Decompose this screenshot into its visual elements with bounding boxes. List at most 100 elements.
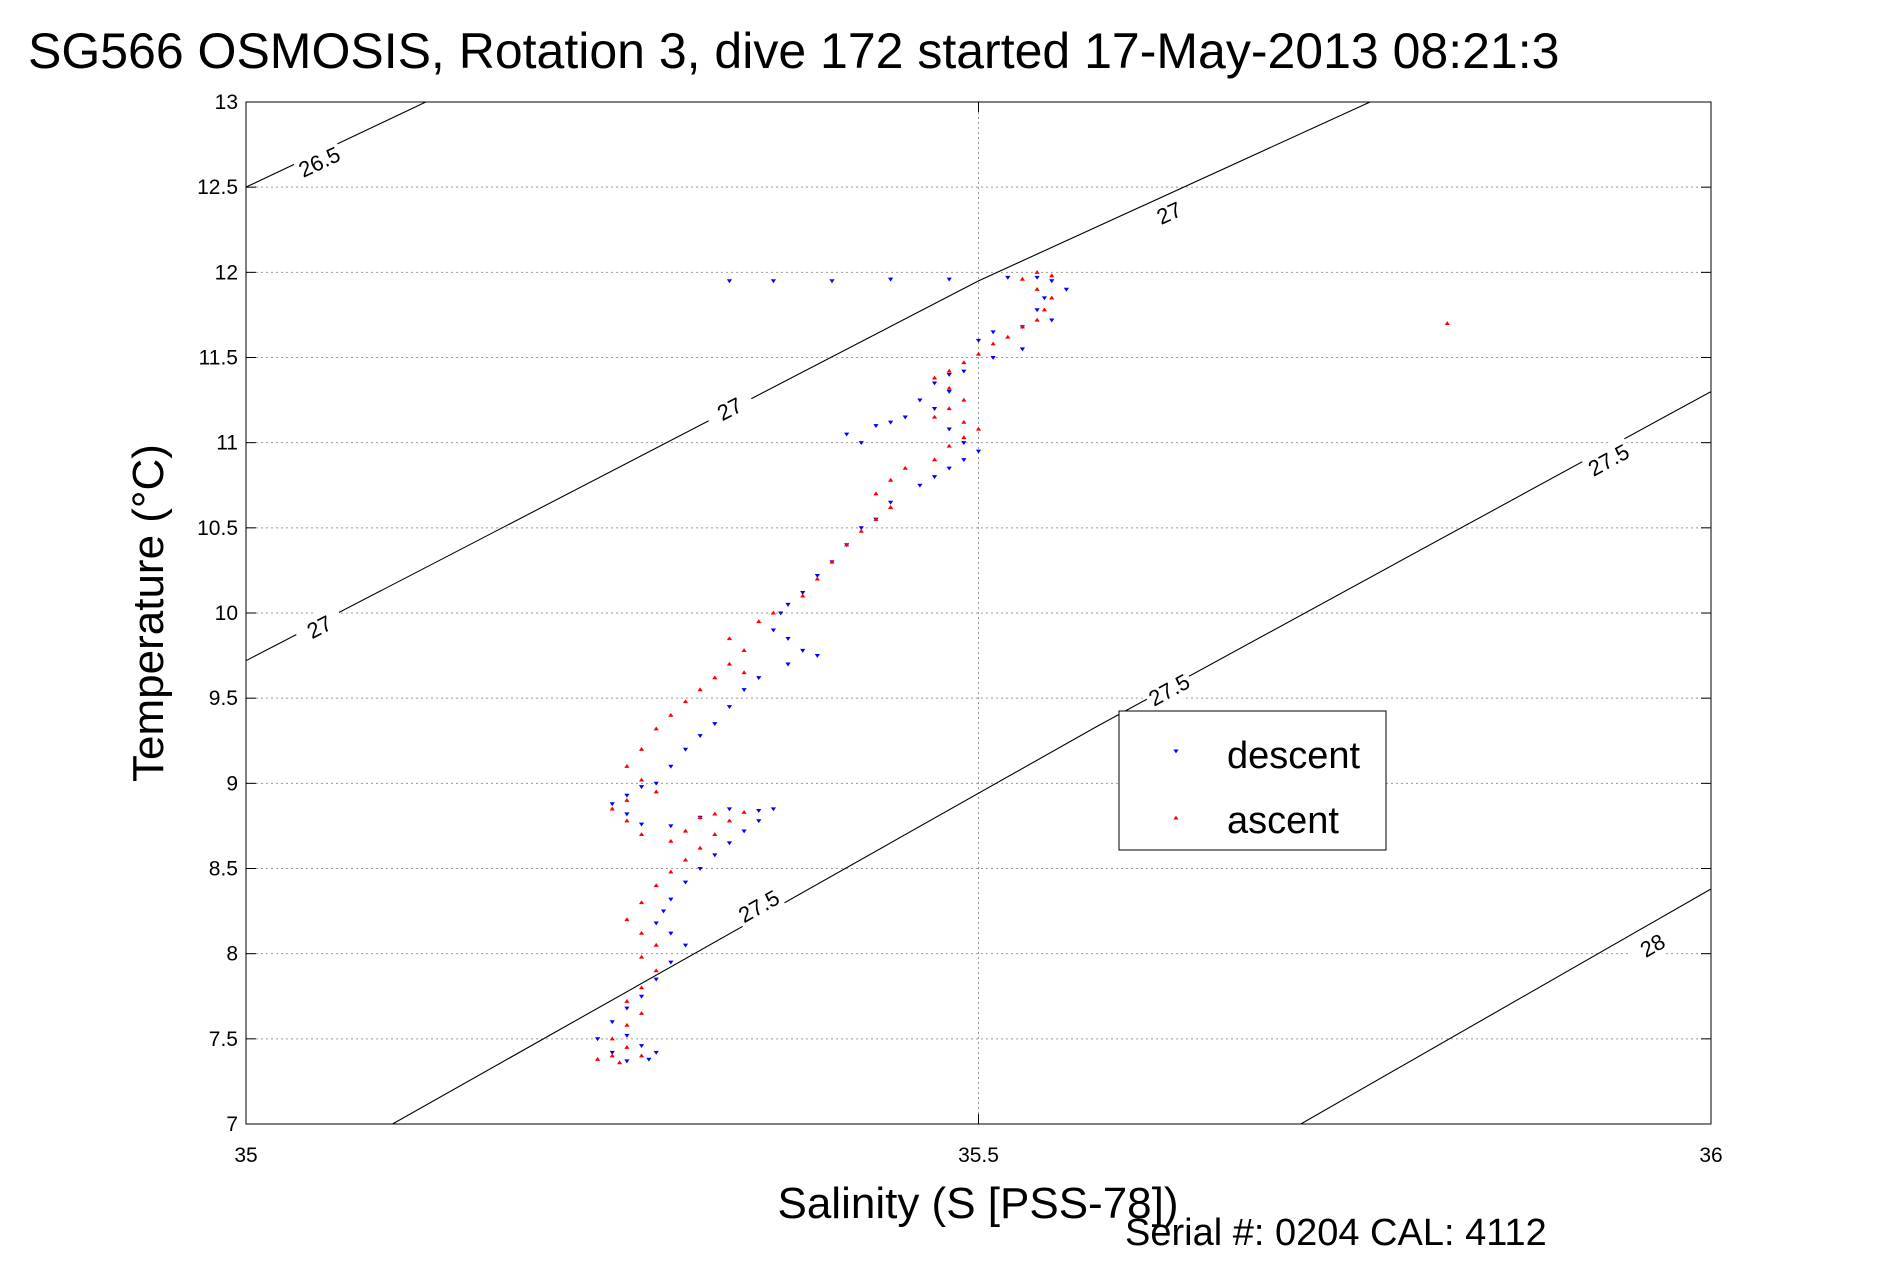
ascent-point xyxy=(616,1060,623,1065)
ascent-point xyxy=(712,811,718,816)
ascent-point xyxy=(1005,334,1011,339)
descent-point xyxy=(961,441,967,446)
contour-label-bg-3-0 xyxy=(1624,921,1681,970)
ascent-point xyxy=(624,763,630,768)
ascent-point xyxy=(1034,317,1040,322)
ascent-point xyxy=(624,1045,630,1049)
ascent-point xyxy=(653,726,659,731)
descent-point xyxy=(697,866,703,871)
x-tick-label-0: 35 xyxy=(234,1144,257,1167)
ascent-point xyxy=(975,351,982,356)
ascent-point xyxy=(682,828,689,833)
descent-point xyxy=(712,722,718,727)
contour-label-bg-2-1 xyxy=(1141,665,1197,714)
descent-point xyxy=(946,427,952,432)
descent-point xyxy=(770,807,776,812)
descent-point xyxy=(653,781,659,786)
descent-point xyxy=(668,824,674,829)
descent-point xyxy=(756,809,762,813)
descent-point xyxy=(609,1050,615,1055)
descent-point xyxy=(946,277,952,282)
y-tick-label-4: 9 xyxy=(226,772,238,795)
descent-point xyxy=(756,676,762,681)
x-tick-label-2: 36 xyxy=(1699,1144,1722,1167)
descent-point xyxy=(902,415,908,420)
descent-point xyxy=(1005,275,1011,280)
ascent-point xyxy=(624,999,630,1003)
y-tick-label-6: 10 xyxy=(215,602,238,625)
ascent-point xyxy=(638,985,645,990)
ascent-point xyxy=(668,838,674,843)
contour-label-bg-0-0 xyxy=(291,138,347,185)
contour-label-bg-2-0 xyxy=(730,881,787,930)
descent-point xyxy=(741,688,747,692)
ascent-point xyxy=(638,1053,645,1058)
ascent-point xyxy=(888,505,894,509)
y-tick-label-9: 11.5 xyxy=(199,347,238,370)
ascent-point xyxy=(609,1036,615,1041)
legend-marker-descent xyxy=(1173,749,1179,754)
descent-point xyxy=(778,611,784,616)
data-series xyxy=(595,269,1450,1065)
ascent-point xyxy=(961,397,967,402)
legend-box xyxy=(1118,710,1387,851)
ascent-point xyxy=(1019,276,1026,281)
descent-point xyxy=(712,853,718,858)
descent-point xyxy=(697,734,703,738)
descent-point xyxy=(624,812,630,817)
serial-cal-footer: Serial #: 0204 CAL: 4112 xyxy=(1125,1212,1547,1254)
x-axis-label: Salinity (S [PSS-78]) xyxy=(777,1179,1178,1228)
ascent-point xyxy=(946,443,952,448)
descent-point xyxy=(624,793,630,798)
ascent-point xyxy=(844,542,850,547)
descent-point xyxy=(888,277,894,282)
descent-point xyxy=(946,466,952,471)
descent-point xyxy=(814,573,820,578)
ascent-point xyxy=(829,559,835,564)
descent-point xyxy=(638,994,645,999)
descent-point xyxy=(1041,296,1048,301)
ascent-point xyxy=(975,426,982,431)
ascent-point xyxy=(624,798,630,802)
ascent-point xyxy=(638,746,645,751)
descent-point xyxy=(931,407,938,411)
ascent-point xyxy=(888,477,894,482)
descent-point xyxy=(624,1059,630,1064)
ascent-point xyxy=(1049,295,1055,300)
ascent-point xyxy=(756,619,762,624)
ascent-point xyxy=(873,516,879,521)
descent-point xyxy=(873,424,879,428)
descent-point xyxy=(638,785,645,790)
descent-point xyxy=(946,390,952,394)
contour-line-27-5 xyxy=(392,391,1711,1124)
descent-point xyxy=(800,648,806,653)
ascent-point xyxy=(624,818,630,823)
ascent-point xyxy=(624,917,630,922)
ascent-point xyxy=(946,368,952,373)
descent-point xyxy=(668,764,674,769)
descent-point xyxy=(990,330,996,335)
descent-point xyxy=(756,819,762,824)
descent-point xyxy=(770,279,776,284)
ascent-point xyxy=(931,457,938,462)
ascent-point xyxy=(858,528,864,533)
legend-label-descent: descent xyxy=(1227,735,1361,777)
ascent-point xyxy=(609,1053,615,1058)
descent-point xyxy=(961,458,967,463)
y-tick-label-7: 10.5 xyxy=(197,517,238,540)
contour-line-28 xyxy=(1300,888,1711,1124)
ascent-point xyxy=(653,942,659,947)
descent-point xyxy=(844,432,850,437)
ascent-point xyxy=(961,419,967,424)
y-axis-label: Temperature (°C) xyxy=(124,444,173,782)
ascent-point xyxy=(638,777,645,782)
ascent-point xyxy=(814,576,820,581)
ascent-point xyxy=(741,670,747,675)
ascent-point xyxy=(800,593,806,598)
descent-point xyxy=(1034,308,1040,313)
ascent-point xyxy=(668,869,674,874)
ascent-point xyxy=(638,954,645,959)
contour-label-bg-1-0 xyxy=(291,603,348,651)
ascent-point xyxy=(726,818,733,823)
